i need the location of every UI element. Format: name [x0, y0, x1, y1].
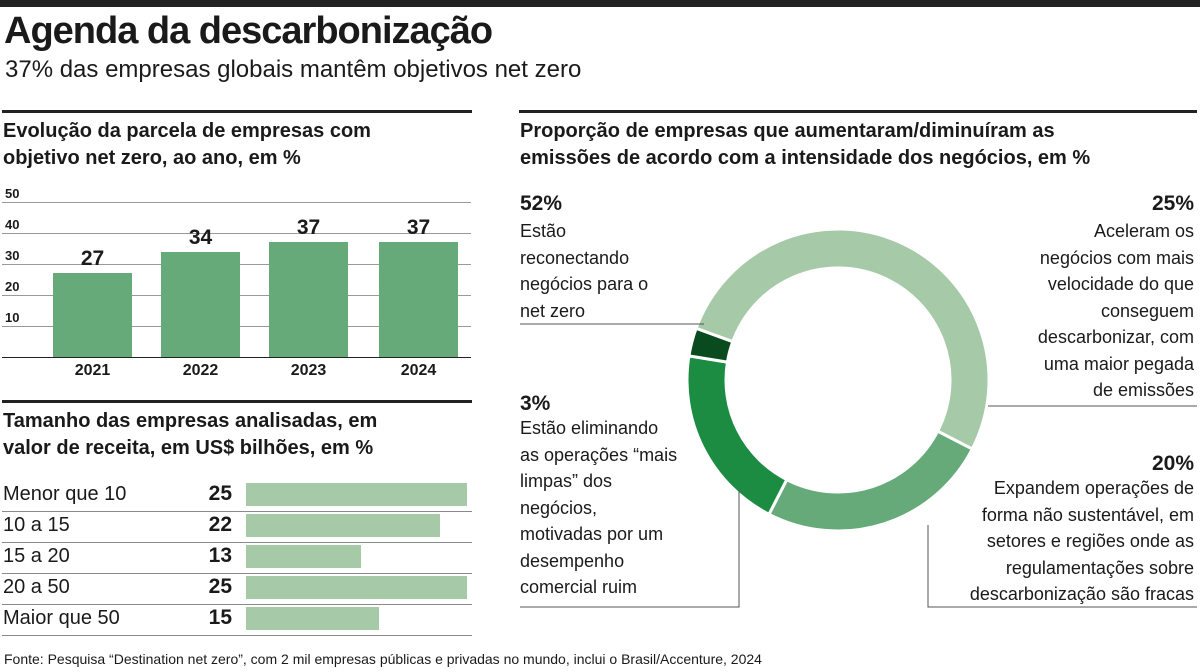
source-note: Fonte: Pesquisa “Destination net zero”, …	[4, 651, 762, 667]
row-divider	[2, 573, 472, 574]
evolution-title-line2: objetivo net zero, ao ano, em %	[3, 147, 301, 169]
row-divider	[2, 542, 472, 543]
bar-value-label: 13	[208, 544, 232, 567]
size-title-line2: valor de receita, em US$ bilhões, em %	[3, 437, 374, 459]
y-tick-label: 30	[5, 248, 20, 263]
donut-pct-expand: 20%	[1151, 452, 1194, 475]
bar	[269, 242, 348, 357]
row-divider	[2, 604, 472, 605]
page-title: Agenda da descarbonização	[4, 10, 493, 52]
desc-line: motivadas por um	[520, 524, 664, 544]
y-tick-label: 10	[5, 310, 20, 325]
desc-line: as operações “mais	[520, 444, 678, 465]
leader-eliminate	[520, 490, 740, 608]
evolution-chart-title: Evolução da parcela de empresas com obje…	[3, 118, 371, 172]
bar-value-label: 25	[208, 575, 232, 598]
donut-desc-expand: Expandem operações de forma não sustentá…	[970, 475, 1194, 608]
row-divider	[2, 511, 472, 512]
leader-expand	[927, 525, 1197, 608]
bar	[161, 252, 240, 357]
desc-line: forma não sustentável, em	[981, 504, 1194, 525]
desc-line: de emissões	[1092, 380, 1194, 400]
bar-value-label: 22	[208, 513, 232, 536]
desc-line: negócios para o	[520, 274, 649, 294]
category-label: 15 a 20	[3, 545, 70, 567]
bar-value-label: 25	[208, 482, 232, 505]
y-gridline	[2, 233, 471, 234]
x-tick-label: 2022	[182, 362, 219, 379]
bar-value-label: 34	[188, 226, 213, 249]
y-tick-label: 20	[5, 279, 20, 294]
bar	[246, 545, 361, 568]
desc-line: Estão	[520, 221, 567, 241]
bar	[246, 514, 440, 537]
section-rule-proportion	[519, 110, 1197, 113]
x-baseline	[2, 357, 471, 358]
top-rule	[0, 0, 1200, 7]
proportion-chart-title: Proporção de empresas que aumentaram/dim…	[520, 118, 1090, 172]
donut-desc-accelerate: Aceleram os negócios com mais velocidade…	[1038, 218, 1194, 404]
desc-line: Estão eliminando	[520, 418, 659, 438]
desc-line: negócios,	[520, 497, 598, 518]
bar-value-label: 37	[296, 216, 321, 239]
desc-line: regulamentações sobre	[1005, 557, 1194, 578]
category-label: Maior que 50	[3, 607, 120, 629]
size-chart-title: Tamanho das empresas analisadas, em valo…	[3, 408, 377, 462]
desc-line: setores e regiões onde as	[986, 531, 1194, 551]
x-tick-label: 2021	[74, 362, 111, 379]
page-subtitle: 37% das empresas globais mantêm objetivo…	[5, 56, 582, 83]
donut-pct-eliminate: 3%	[520, 392, 551, 415]
y-tick-label: 50	[5, 186, 20, 201]
desc-line: descarbonizar, com	[1037, 327, 1194, 347]
bar-value-label: 15	[208, 606, 232, 629]
y-tick-label: 40	[5, 217, 20, 232]
desc-line: conseguem	[1100, 300, 1194, 321]
desc-line: reconectando	[520, 247, 630, 268]
bar-value-label: 37	[406, 216, 431, 239]
bar	[379, 242, 458, 357]
row-divider	[2, 635, 472, 636]
desc-line: desempenho	[520, 550, 625, 571]
donut-desc-reconnect: Estão reconectando negócios para o net z…	[520, 218, 648, 324]
donut-slice-accelerate	[766, 429, 975, 533]
donut-desc-eliminate: Estão eliminando as operações “mais limp…	[520, 415, 677, 601]
desc-line: Aceleram os	[1093, 221, 1194, 241]
bar	[246, 576, 467, 599]
section-rule-evolution	[2, 110, 472, 113]
size-title-line1: Tamanho das empresas analisadas, em	[3, 410, 378, 432]
desc-line: net zero	[520, 300, 586, 321]
desc-line: Expandem operações de	[993, 478, 1194, 498]
desc-line: comercial ruim	[520, 577, 638, 597]
bar	[53, 273, 132, 357]
desc-line: negócios com mais	[1039, 247, 1194, 268]
desc-line: descarbonização são fracas	[969, 584, 1194, 604]
desc-line: limpas” dos	[520, 471, 613, 491]
bar	[246, 483, 467, 506]
category-label: 20 a 50	[3, 576, 70, 598]
x-tick-label: 2024	[400, 362, 437, 379]
y-gridline	[2, 202, 471, 203]
x-tick-label: 2023	[290, 362, 327, 379]
section-rule-size	[2, 400, 472, 403]
proportion-title-line2: emissões de acordo com a intensidade dos…	[520, 147, 1091, 169]
bar	[246, 607, 379, 630]
donut-pct-accelerate: 25%	[1151, 192, 1194, 215]
donut-slice-expand	[685, 354, 789, 517]
desc-line: uma maior pegada	[1043, 353, 1194, 374]
donut-slice-reconnect	[694, 227, 991, 452]
desc-line: velocidade do que	[1047, 274, 1194, 294]
category-label: 10 a 15	[3, 514, 70, 536]
bar-value-label: 27	[80, 247, 105, 270]
category-label: Menor que 10	[3, 483, 127, 505]
donut-pct-reconnect: 52%	[520, 192, 563, 215]
proportion-title-line1: Proporção de empresas que aumentaram/dim…	[520, 120, 1055, 142]
evolution-title-line1: Evolução da parcela de empresas com	[3, 120, 371, 142]
donut-slice-eliminate	[687, 326, 735, 364]
